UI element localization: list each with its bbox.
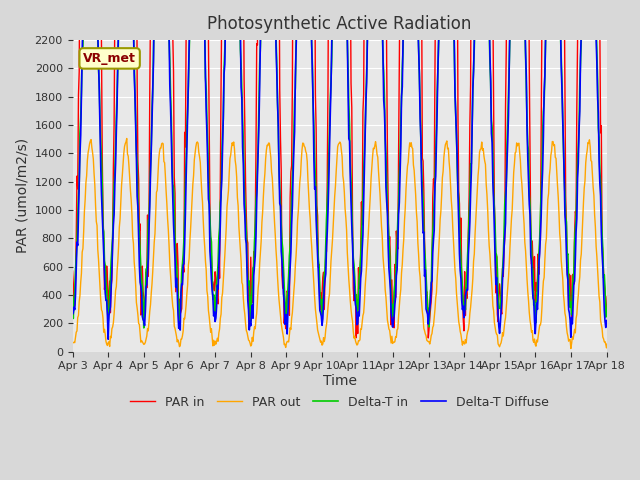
Text: VR_met: VR_met xyxy=(83,52,136,65)
Line: Delta-T in: Delta-T in xyxy=(72,0,640,328)
PAR in xyxy=(240,76,248,82)
PAR in xyxy=(68,268,76,274)
Delta-T in xyxy=(638,305,640,311)
PAR in xyxy=(424,335,432,341)
Delta-T in xyxy=(140,325,148,331)
PAR in xyxy=(136,228,143,234)
Line: PAR in: PAR in xyxy=(72,0,640,338)
PAR out xyxy=(291,279,298,285)
Delta-T Diffuse xyxy=(638,337,640,343)
PAR out xyxy=(638,342,640,348)
PAR out xyxy=(567,346,575,351)
PAR out xyxy=(123,135,131,141)
Delta-T Diffuse xyxy=(416,115,424,121)
PAR out xyxy=(269,190,277,196)
Delta-T in xyxy=(242,217,250,223)
Delta-T in xyxy=(418,165,426,170)
Delta-T Diffuse xyxy=(290,146,298,152)
Delta-T in xyxy=(68,296,76,302)
X-axis label: Time: Time xyxy=(323,374,356,388)
Line: PAR out: PAR out xyxy=(72,138,640,348)
PAR out xyxy=(136,331,144,336)
Delta-T Diffuse xyxy=(68,312,76,317)
Line: Delta-T Diffuse: Delta-T Diffuse xyxy=(72,0,640,340)
Title: Photosynthetic Active Radiation: Photosynthetic Active Radiation xyxy=(207,15,472,33)
PAR out xyxy=(417,289,425,295)
PAR in xyxy=(638,262,640,267)
PAR out xyxy=(68,340,76,346)
PAR out xyxy=(241,312,249,317)
Delta-T Diffuse xyxy=(240,201,248,207)
Y-axis label: PAR (umol/m2/s): PAR (umol/m2/s) xyxy=(15,138,29,253)
PAR out xyxy=(449,225,456,231)
Delta-T Diffuse xyxy=(136,262,143,268)
Delta-T in xyxy=(291,85,299,91)
Delta-T in xyxy=(450,20,458,26)
Delta-T in xyxy=(136,232,143,238)
Legend: PAR in, PAR out, Delta-T in, Delta-T Diffuse: PAR in, PAR out, Delta-T in, Delta-T Dif… xyxy=(125,391,554,414)
